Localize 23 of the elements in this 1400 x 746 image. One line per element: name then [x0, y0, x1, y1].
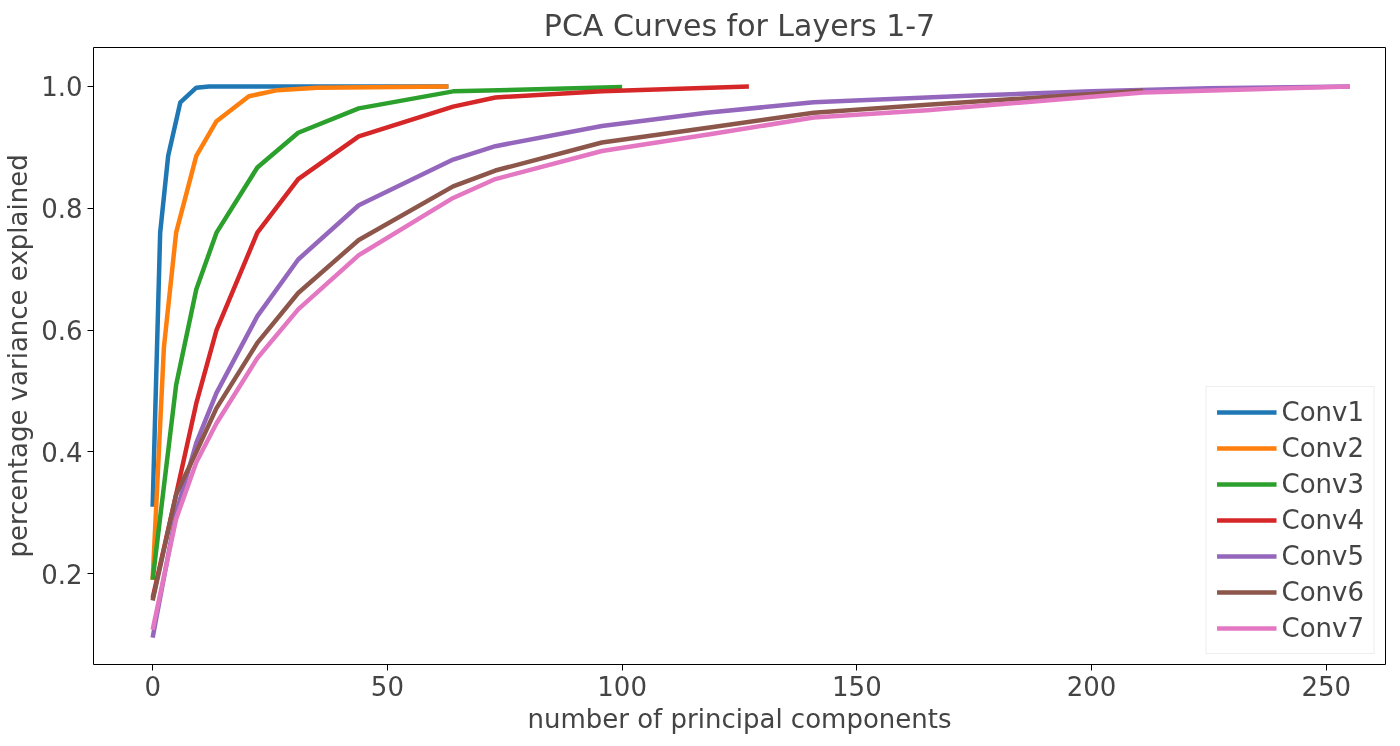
legend-label: Conv1	[1281, 397, 1364, 427]
x-tick-label: 50	[370, 671, 404, 702]
line-series	[150, 88, 1146, 603]
legend-label: Conv7	[1281, 613, 1364, 643]
x-tick-label: 0	[144, 671, 161, 702]
x-tick-label: 100	[597, 671, 647, 702]
legend-label: Conv2	[1281, 433, 1364, 463]
y-tick-label: 1.0	[41, 72, 83, 103]
legend-label: Conv5	[1281, 541, 1364, 571]
y-axis-title: percentage variance explained	[3, 154, 34, 558]
x-tick-label: 150	[832, 671, 882, 702]
legend-label: Conv6	[1281, 577, 1364, 607]
y-tick-label: 0.2	[41, 559, 83, 590]
x-tick-label: 250	[1301, 671, 1352, 702]
x-tick-label: 200	[1066, 671, 1117, 702]
y-tick-label: 0.4	[41, 437, 83, 468]
legend-label: Conv4	[1281, 505, 1364, 535]
legend-label: Conv3	[1281, 469, 1364, 499]
x-axis-title: number of principal components	[527, 703, 952, 734]
line-series	[150, 84, 625, 583]
y-tick-label: 0.6	[41, 316, 83, 347]
chart-title: PCA Curves for Layers 1-7	[543, 7, 936, 43]
y-tick-label: 0.8	[41, 194, 83, 225]
